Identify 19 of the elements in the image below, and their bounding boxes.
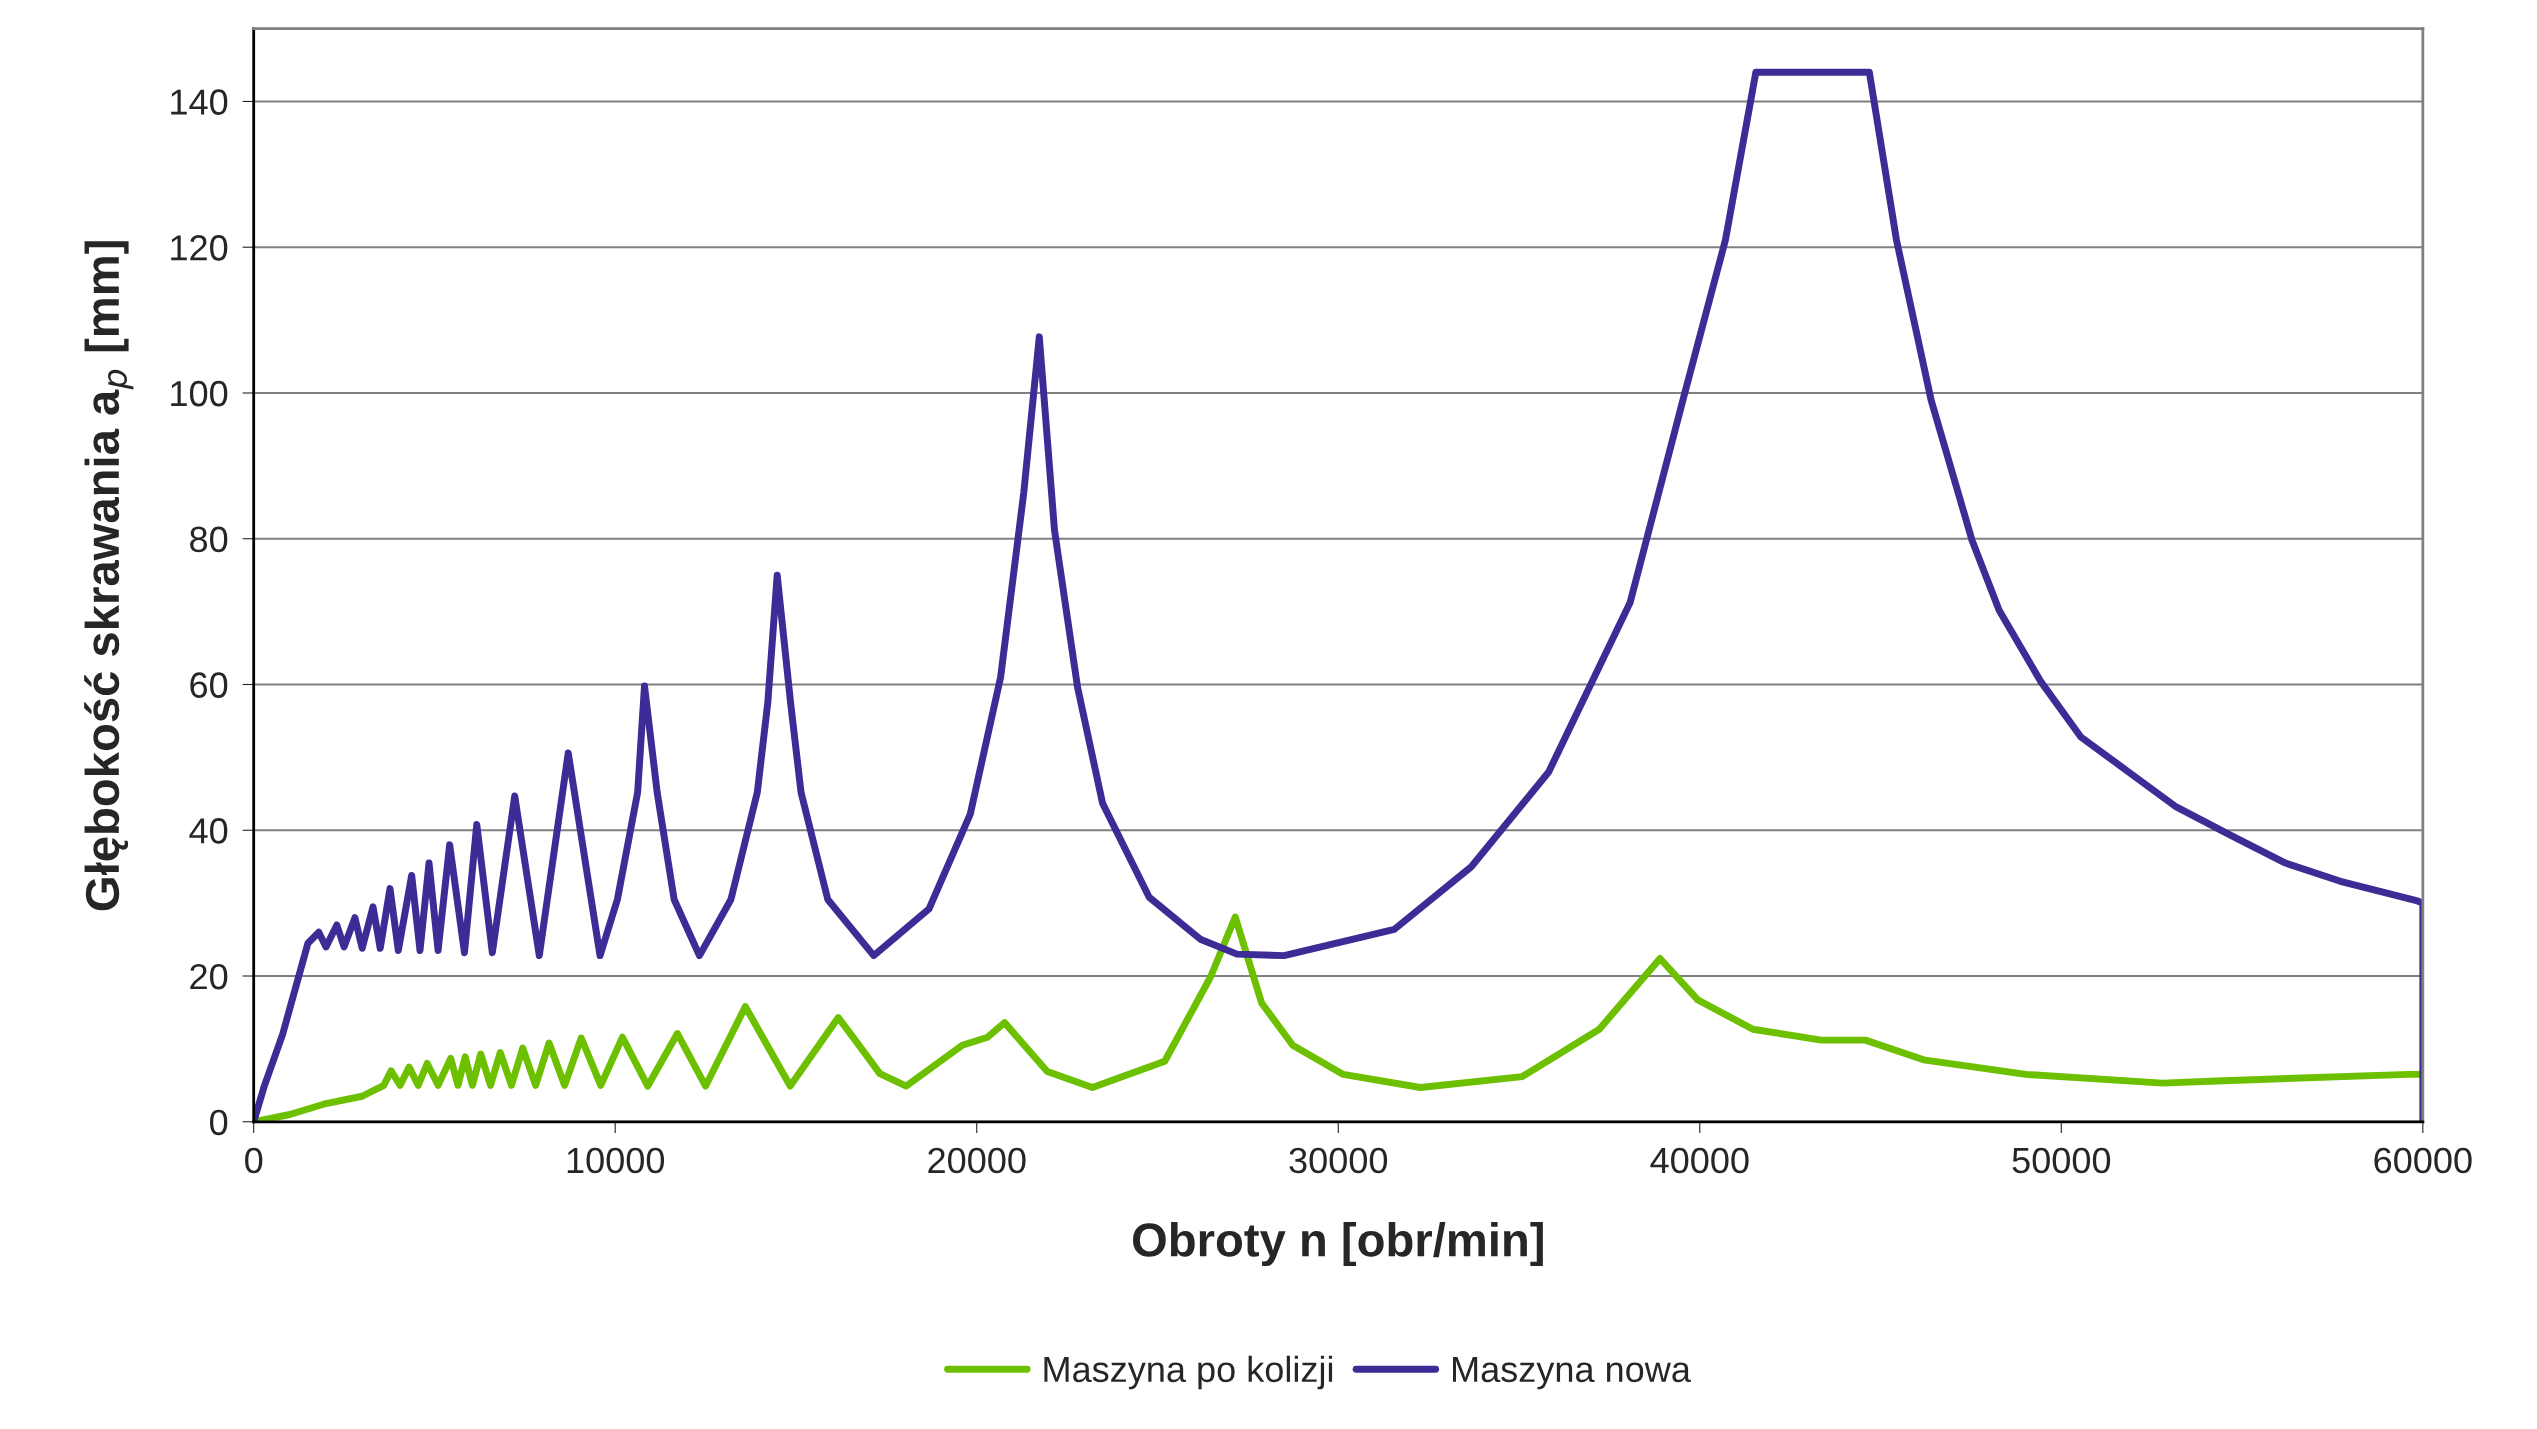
y-tick-label: 140 bbox=[171, 89, 228, 115]
x-tick-label: 30000 bbox=[1289, 1147, 1388, 1174]
legend-label: Maszyna po kolizji bbox=[1044, 1355, 1333, 1390]
x-tick-label: 10000 bbox=[567, 1147, 665, 1174]
x-tick-label: 60000 bbox=[2374, 1147, 2472, 1174]
x-tick-label: 50000 bbox=[2012, 1147, 2111, 1174]
x-tick-label: 40000 bbox=[1650, 1147, 1749, 1174]
x-tick-label: 0 bbox=[245, 1147, 263, 1174]
y-tick-label: 100 bbox=[171, 380, 228, 407]
y-tick-label: 40 bbox=[189, 818, 228, 844]
x-tick-label: 20000 bbox=[928, 1147, 1026, 1174]
x-axis-title: Obroty n [obr/min] bbox=[1132, 1222, 1543, 1267]
legend-label: Maszyna nowa bbox=[1453, 1357, 1691, 1390]
y-tick-label: 80 bbox=[190, 526, 228, 553]
y-tick-label: 0 bbox=[210, 1109, 228, 1136]
y-tick-label: 20 bbox=[190, 963, 228, 990]
y-axis-title: Głębokość skrawania a$_{p}$ [mm] bbox=[84, 241, 134, 911]
y-tick-label: 120 bbox=[171, 235, 228, 261]
y-tick-label: 60 bbox=[190, 672, 228, 698]
